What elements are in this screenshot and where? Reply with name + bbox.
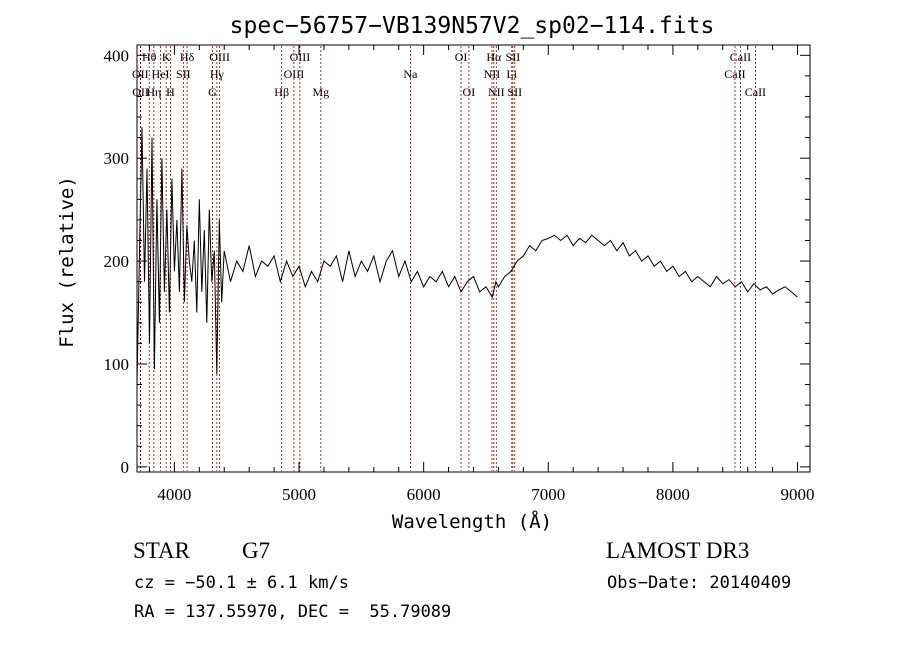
y-tick-label: 100 xyxy=(104,355,130,374)
spectral-line-label: NII xyxy=(484,67,501,81)
obs-date: Obs−Date: 20140409 xyxy=(607,573,792,593)
spectral-line-label: OIII xyxy=(284,67,305,81)
spectral-line-label: H xyxy=(166,85,175,99)
plot-frame xyxy=(136,44,811,473)
spectral-line-label: Hγ xyxy=(210,67,225,81)
spectral-line-label: NII xyxy=(488,85,505,99)
chart-title: spec−56757−VB139N57V2_sp02−114.fits xyxy=(230,13,715,39)
spectral-line-label: Hβ xyxy=(274,85,289,99)
x-tick-label: 6000 xyxy=(407,485,441,504)
x-tick-label: 9000 xyxy=(781,485,815,504)
spectral-line-label: OIII xyxy=(209,50,230,64)
y-axis: 0 100 200 300 400 xyxy=(104,46,810,477)
y-tick-label: 300 xyxy=(104,149,130,168)
spectral-line-label: SII xyxy=(507,85,522,99)
spectral-line-markers xyxy=(139,46,756,471)
spectrum-chart: spec−56757−VB139N57V2_sp02−114.fits Hθ Hη… xyxy=(56,13,815,533)
spectral-line-label: Mg xyxy=(312,85,329,99)
spectral-line-label: SII xyxy=(176,67,191,81)
x-tick-label: 7000 xyxy=(531,485,565,504)
spectral-line-label: OI xyxy=(455,50,468,64)
x-axis: 4000 5000 6000 7000 8000 9000 xyxy=(148,45,815,504)
spectral-line-label: CaII xyxy=(745,85,766,99)
spectral-line-label: Hη xyxy=(146,85,161,99)
spectral-line-label: Hα xyxy=(486,50,502,64)
spectral-line-label: HeI xyxy=(152,67,170,81)
coordinates-text: RA = 137.55970, DEC = 55.79089 xyxy=(134,602,452,622)
spectral-line-label: CaII xyxy=(730,50,751,64)
spectral-line-label: Na xyxy=(403,67,418,81)
spectral-line-label: Hθ xyxy=(142,50,157,64)
x-tick-label: 4000 xyxy=(157,485,191,504)
spectral-line-label: G xyxy=(208,85,217,99)
x-tick-label: 5000 xyxy=(282,485,316,504)
spectral-line-label: Li xyxy=(506,67,517,81)
redshift-text: cz = −50.1 ± 6.1 km/s xyxy=(134,573,349,593)
object-subclass: G7 xyxy=(242,538,271,563)
x-tick-label: 8000 xyxy=(656,485,690,504)
x-axis-label: Wavelength (Å) xyxy=(392,510,552,533)
spectral-line-label: CaII xyxy=(724,67,745,81)
object-class: STAR xyxy=(133,538,190,563)
y-tick-label: 200 xyxy=(104,252,130,271)
spectral-line-label: Hδ xyxy=(180,50,195,64)
y-tick-label: 400 xyxy=(104,46,130,65)
spectral-line-label: K xyxy=(162,50,171,64)
spectral-line-label: OII xyxy=(132,85,149,99)
spectral-line-label: SII xyxy=(506,50,521,64)
y-axis-label: Flux (relative) xyxy=(56,176,78,348)
spectrum-series xyxy=(136,127,798,385)
spectral-line-labels: HθHηOIIOIIHeIKHSIIHδGHγOIIIHβOIIIOIIIMgN… xyxy=(132,50,766,99)
spectral-line-label: OII xyxy=(132,67,149,81)
survey-name: LAMOST DR3 xyxy=(606,538,750,563)
spectral-line-label: OIII xyxy=(290,50,311,64)
y-tick-label: 0 xyxy=(121,458,130,477)
spectral-line-label: OI xyxy=(463,85,476,99)
